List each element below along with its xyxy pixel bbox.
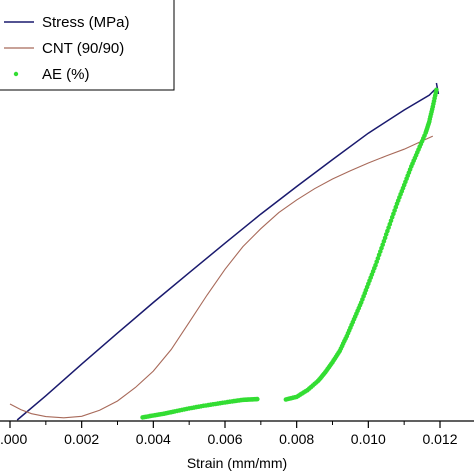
legend-label-ae: AE (%) [42, 66, 90, 83]
legend-label-cnt: CNT (90/90) [42, 40, 124, 57]
legend: Stress (MPa) CNT (90/90) AE (%) [0, 0, 175, 91]
x-tick-label: 0.012 [422, 431, 457, 447]
x-tick-label: 0.004 [136, 431, 171, 447]
series-point-ae [388, 218, 394, 224]
x-tick-label: .000 [0, 431, 27, 447]
series-point-ae [434, 87, 439, 93]
x-axis-title: Strain (mm/mm) [187, 455, 287, 471]
series-line-cnt [9, 135, 434, 419]
x-tick-label: 0.002 [64, 431, 99, 447]
x-tick-label: 0.008 [279, 431, 314, 447]
legend-label-stress: Stress (MPa) [42, 14, 130, 31]
series-point-ae [254, 396, 260, 402]
plot-series [9, 82, 440, 421]
legend-box [0, 0, 175, 91]
series-line-stress [16, 87, 437, 421]
x-axis-ticks: .000 0.002 0.004 0.006 0.008 0.010 0.012 [0, 421, 458, 447]
series-point-ae [382, 235, 388, 241]
legend-swatch-ae [13, 71, 19, 77]
series-point-ae [375, 256, 381, 261]
x-tick-label: 0.006 [207, 431, 242, 447]
x-tick-label: 0.010 [351, 431, 386, 447]
